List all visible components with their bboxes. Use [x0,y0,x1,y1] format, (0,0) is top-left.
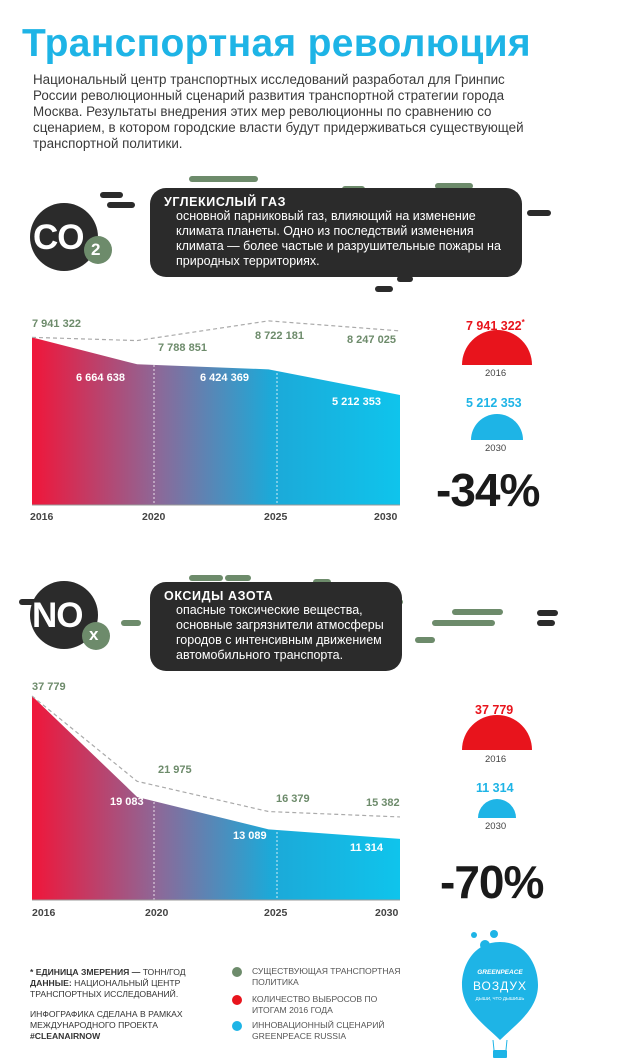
footer-data-value: НАЦИОНАЛЬНЫЙ ЦЕНТР ТРАНСПОРТНЫХ ИССЛЕДОВ… [30,978,181,999]
footer-unit-value: ТОНН/ГОД [142,967,186,977]
logo-name: ВОЗДУХ [472,979,528,993]
co2-year-2030: 2030 [485,443,507,454]
co2-asterisk: * [521,318,525,327]
co2-semicircle-2030 [471,414,523,440]
co2-gp-label-2025: 6 424 369 [200,372,249,384]
co2-subscript: 2 [91,240,101,259]
co2-percent-change: -34% [436,464,540,516]
footer-sources: * ЕДИНИЦА ЗМЕРЕНИЯ — ТОНН/ГОД ДАННЫЕ: НА… [30,967,210,1042]
co2-value-2016-number: 7 941 322 [466,319,522,334]
nox-bubble-text: опасные токсические вещества, основные з… [176,603,384,662]
co2-symbol: CO [33,218,84,257]
co2-semicircle-2016 [462,330,532,365]
nox-tick-2016: 2016 [32,907,56,919]
co2-subscript-circle [84,236,112,264]
footer-unit-label: * ЕДИНИЦА ЗМЕРЕНИЯ — [30,967,141,977]
nox-existing-label-2020: 21 975 [158,764,192,776]
legend-emissions-2016: КОЛИЧЕСТВО ВЫБРОСОВ ПО ИТОГАМ 2016 ГОДА [232,994,402,1016]
co2-bubble-text: основной парниковый газ, влияющий на изм… [176,209,501,268]
legend-emissions-2016-label: КОЛИЧЕСТВО ВЫБРОСОВ ПО ИТОГАМ 2016 ГОДА [252,994,378,1015]
nox-percent-change: -70% [440,856,544,908]
footer-unit: * ЕДИНИЦА ЗМЕРЕНИЯ — ТОНН/ГОД [30,967,210,978]
nox-existing-policy-line [31,695,401,818]
nox-value-2030: 11 314 [476,781,514,795]
co2-value-2030: 5 212 353 [466,396,522,410]
legend-existing-policy: СУЩЕСТВУЮЩАЯ ТРАНСПОРТНАЯ ПОЛИТИКА [232,966,402,988]
nox-value-2016: 37 779 [475,703,514,717]
nox-chart [31,695,401,901]
nox-info-bubble: ОКСИДЫ АЗОТА опасные токсические веществ… [150,582,402,671]
co2-existing-label-2020: 7 788 851 [158,342,207,354]
nox-year-2016: 2016 [485,754,507,765]
co2-circle [30,203,98,271]
co2-bubble-title: УГЛЕКИСЛЫЙ ГАЗ [164,195,287,209]
co2-existing-label-2025: 8 722 181 [255,330,304,342]
intro-text: Национальный центр транспортных исследов… [33,72,524,151]
co2-info-bubble: УГЛЕКИСЛЫЙ ГАЗ основной парниковый газ, … [150,188,522,277]
co2-tick-2030: 2030 [374,511,398,523]
voздух-logo-graphic [462,930,538,1058]
co2-existing-label-2016: 7 941 322 [32,318,81,330]
co2-existing-label-2030: 8 247 025 [347,334,396,346]
co2-existing-policy-line [31,320,401,342]
legend-greenpeace-scenario: ИННОВАЦИОННЫЙ СЦЕНАРИЙ GREENPEACE RUSSIA [232,1020,402,1042]
co2-year-2016: 2016 [485,368,507,379]
nox-semicircle-2030 [478,799,516,818]
nox-gp-label-2020: 19 083 [110,796,144,808]
legend-greenpeace-scenario-label: ИННОВАЦИОННЫЙ СЦЕНАРИЙ GREENPEACE RUSSIA [252,1020,385,1041]
nox-gp-label-2025: 13 089 [233,830,267,842]
co2-tick-2020: 2020 [142,511,166,523]
footer-data-label: ДАННЫЕ: [30,978,72,988]
co2-gp-label-2020: 6 664 638 [76,372,125,384]
nox-semicircle-2016 [462,715,532,750]
co2-greenpeace-area [32,337,400,505]
co2-tick-2016: 2016 [30,511,54,523]
nox-gp-label-2030: 11 314 [350,842,384,854]
nox-symbol: NO [32,596,83,635]
logo-tagline: ДЫШИ, ЧТО ДЫШИШЬ [475,996,525,1001]
legend-existing-policy-label: СУЩЕСТВУЮЩАЯ ТРАНСПОРТНАЯ ПОЛИТИКА [252,966,401,987]
legend-dot-green [232,967,242,977]
footer-hashtag: #CLEANAIRNOW [30,1031,101,1041]
co2-chart [31,320,401,506]
logo-brand: GREENPEACE [477,969,523,976]
footer-made-for: ИНФОГРАФИКА СДЕЛАНА В РАМКАХ МЕЖДУНАРОДН… [30,1009,183,1030]
nox-existing-label-2016: 37 779 [32,681,66,693]
page-title: Транспортная революция [22,22,531,65]
nox-existing-label-2030: 15 382 [366,797,400,809]
nox-bubble-title: ОКСИДЫ АЗОТА [164,589,274,603]
legend-dot-red [232,995,242,1005]
legend-dot-blue [232,1021,242,1031]
co2-value-2016: 7 941 322* [466,318,525,333]
nox-circle [30,581,98,649]
nox-year-2030: 2030 [485,821,507,832]
nox-subscript: x [89,625,99,644]
nox-existing-label-2025: 16 379 [276,793,310,805]
co2-gp-label-2030: 5 212 353 [332,396,381,408]
nox-greenpeace-area [32,696,400,900]
co2-tick-2025: 2025 [264,511,288,523]
footer-data: ДАННЫЕ: НАЦИОНАЛЬНЫЙ ЦЕНТР ТРАНСПОРТНЫХ … [30,978,210,1000]
nox-subscript-circle [82,622,110,650]
nox-tick-2020: 2020 [145,907,169,919]
nox-tick-2030: 2030 [375,907,399,919]
nox-tick-2025: 2025 [264,907,288,919]
